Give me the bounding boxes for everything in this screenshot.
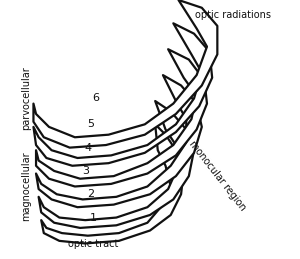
Text: 4: 4 bbox=[84, 143, 92, 153]
Polygon shape bbox=[41, 124, 184, 243]
Polygon shape bbox=[36, 75, 202, 207]
Text: 1: 1 bbox=[89, 213, 97, 222]
Text: monocular region: monocular region bbox=[187, 139, 248, 213]
Polygon shape bbox=[36, 49, 207, 186]
Polygon shape bbox=[34, 0, 217, 148]
Text: parvocellular: parvocellular bbox=[21, 67, 31, 130]
Text: 6: 6 bbox=[92, 93, 99, 103]
Text: 3: 3 bbox=[82, 166, 89, 176]
Text: 2: 2 bbox=[87, 189, 94, 199]
Text: optic radiations: optic radiations bbox=[195, 10, 271, 20]
Text: optic tract: optic tract bbox=[68, 239, 118, 249]
Text: 5: 5 bbox=[87, 119, 94, 129]
Polygon shape bbox=[39, 101, 194, 228]
Text: magnocellular: magnocellular bbox=[21, 152, 31, 221]
Polygon shape bbox=[34, 23, 212, 166]
